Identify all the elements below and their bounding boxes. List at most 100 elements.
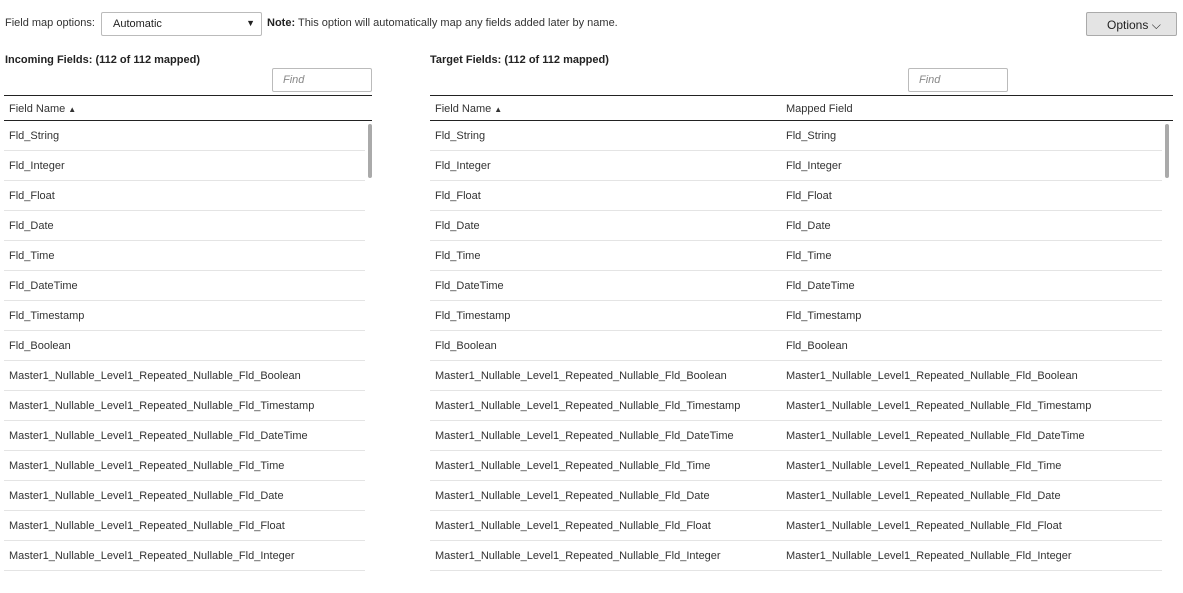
field-name: Master1_Nullable_Level1_Repeated_Nullabl… bbox=[9, 520, 285, 532]
mapped-field: Fld_Timestamp bbox=[786, 310, 862, 322]
field-name: Master1_Nullable_Level1_Repeated_Nullabl… bbox=[9, 550, 295, 562]
mapped-field: Fld_DateTime bbox=[786, 280, 855, 292]
sort-asc-icon: ▲ bbox=[68, 105, 77, 114]
field-name: Master1_Nullable_Level1_Repeated_Nullabl… bbox=[435, 430, 734, 442]
field-name: Fld_Date bbox=[435, 220, 480, 232]
mapped-field: Fld_Integer bbox=[786, 160, 842, 172]
mapped-field: Fld_Float bbox=[786, 190, 832, 202]
field-name: Master1_Nullable_Level1_Repeated_Nullabl… bbox=[435, 460, 711, 472]
target-rows: Fld_String Fld_String Fld_Integer Fld_Integ… bbox=[430, 121, 1162, 571]
table-row[interactable]: Master1_Nullable_Level1_Repeated_Nullabl… bbox=[430, 481, 1162, 511]
dropdown-arrow-icon: ▼ bbox=[246, 18, 255, 28]
table-header: Field Name ▲ bbox=[4, 96, 372, 121]
table-row[interactable]: Fld_Date bbox=[4, 211, 365, 241]
table-row[interactable]: Fld_Time Fld_Time bbox=[430, 241, 1162, 271]
scrollbar[interactable] bbox=[368, 124, 372, 178]
field-name: Fld_Time bbox=[9, 250, 55, 262]
note-body: This option will automatically map any f… bbox=[297, 17, 618, 29]
table-row[interactable]: Fld_Integer Fld_Integer bbox=[430, 151, 1162, 181]
table-row[interactable]: Master1_Nullable_Level1_Repeated_Nullabl… bbox=[4, 361, 365, 391]
table-row[interactable]: Master1_Nullable_Level1_Repeated_Nullabl… bbox=[430, 421, 1162, 451]
field-name: Fld_DateTime bbox=[435, 280, 504, 292]
field-map-options-label: Field map options: bbox=[5, 17, 95, 29]
table-row[interactable]: Master1_Nullable_Level1_Repeated_Nullabl… bbox=[430, 541, 1162, 571]
field-name: Master1_Nullable_Level1_Repeated_Nullabl… bbox=[435, 400, 741, 412]
table-row[interactable]: Fld_Float Fld_Float bbox=[430, 181, 1162, 211]
mapped-field: Fld_Boolean bbox=[786, 340, 848, 352]
table-row[interactable]: Master1_Nullable_Level1_Repeated_Nullabl… bbox=[430, 391, 1162, 421]
field-name: Fld_String bbox=[9, 130, 60, 142]
target-fields-table: Field Name ▲ Mapped Field Fld_String Fld_St… bbox=[430, 95, 1173, 571]
field-name: Fld_Integer bbox=[9, 160, 65, 172]
selected-value: Automatic bbox=[113, 18, 162, 30]
table-row[interactable]: Master1_Nullable_Level1_Repeated_Nullabl… bbox=[4, 391, 365, 421]
field-name: Master1_Nullable_Level1_Repeated_Nullabl… bbox=[9, 460, 285, 472]
table-row[interactable]: Master1_Nullable_Level1_Repeated_Nullabl… bbox=[430, 451, 1162, 481]
target-find-input[interactable]: Find bbox=[908, 68, 1008, 92]
mapped-field: Master1_Nullable_Level1_Repeated_Nullabl… bbox=[786, 370, 1078, 382]
table-row[interactable]: Fld_Float bbox=[4, 181, 365, 211]
field-name: Fld_Float bbox=[9, 190, 55, 202]
column-header-mapped-field[interactable]: Mapped Field bbox=[786, 103, 853, 115]
table-row[interactable]: Master1_Nullable_Level1_Repeated_Nullabl… bbox=[4, 481, 365, 511]
mapped-field: Master1_Nullable_Level1_Repeated_Nullabl… bbox=[786, 400, 1092, 412]
table-row[interactable]: Fld_String Fld_String bbox=[430, 121, 1162, 151]
field-name: Fld_Date bbox=[9, 220, 54, 232]
options-label: Options bbox=[1107, 18, 1149, 32]
incoming-fields-title: Incoming Fields: (112 of 112 mapped) bbox=[5, 54, 200, 66]
mapped-field: Fld_String bbox=[786, 130, 837, 142]
incoming-find-input[interactable]: Find bbox=[272, 68, 372, 92]
incoming-fields-table: Field Name ▲ Fld_String Fld_Integer Fld_Flo… bbox=[4, 95, 372, 571]
field-name: Fld_Boolean bbox=[9, 340, 71, 352]
field-name: Master1_Nullable_Level1_Repeated_Nullabl… bbox=[9, 490, 284, 502]
field-name: Fld_Integer bbox=[435, 160, 491, 172]
scrollbar[interactable] bbox=[1165, 124, 1169, 178]
table-row[interactable]: Fld_Time bbox=[4, 241, 365, 271]
note-label: Note: bbox=[267, 17, 296, 29]
field-name: Master1_Nullable_Level1_Repeated_Nullabl… bbox=[9, 400, 315, 412]
column-header-field-name[interactable]: Field Name ▲ bbox=[9, 103, 77, 115]
table-row[interactable]: Fld_DateTime bbox=[4, 271, 365, 301]
options-button[interactable]: Options ⌵ bbox=[1086, 12, 1177, 36]
field-name: Fld_Float bbox=[435, 190, 481, 202]
table-row[interactable]: Master1_Nullable_Level1_Repeated_Nullabl… bbox=[4, 421, 365, 451]
note-text: Note: This option will automatically map… bbox=[267, 17, 618, 29]
field-name: Master1_Nullable_Level1_Repeated_Nullabl… bbox=[9, 370, 301, 382]
table-row[interactable]: Fld_Boolean Fld_Boolean bbox=[430, 331, 1162, 361]
field-name: Master1_Nullable_Level1_Repeated_Nullabl… bbox=[435, 490, 710, 502]
field-name: Master1_Nullable_Level1_Repeated_Nullabl… bbox=[435, 370, 727, 382]
table-header: Field Name ▲ Mapped Field bbox=[430, 96, 1173, 121]
field-name: Fld_Timestamp bbox=[435, 310, 511, 322]
table-row[interactable]: Fld_Boolean bbox=[4, 331, 365, 361]
mapped-field: Master1_Nullable_Level1_Repeated_Nullabl… bbox=[786, 460, 1062, 472]
field-name: Master1_Nullable_Level1_Repeated_Nullabl… bbox=[435, 550, 721, 562]
table-row[interactable]: Fld_DateTime Fld_DateTime bbox=[430, 271, 1162, 301]
table-row[interactable]: Fld_Timestamp bbox=[4, 301, 365, 331]
table-row[interactable]: Fld_Date Fld_Date bbox=[430, 211, 1162, 241]
mapped-field: Fld_Date bbox=[786, 220, 831, 232]
table-row[interactable]: Master1_Nullable_Level1_Repeated_Nullabl… bbox=[4, 451, 365, 481]
target-fields-title: Target Fields: (112 of 112 mapped) bbox=[430, 54, 609, 66]
field-name: Fld_String bbox=[435, 130, 486, 142]
field-map-options-select[interactable]: Automatic ▼ bbox=[101, 12, 262, 36]
field-name: Fld_DateTime bbox=[9, 280, 78, 292]
mapped-field: Master1_Nullable_Level1_Repeated_Nullabl… bbox=[786, 550, 1072, 562]
table-row[interactable]: Master1_Nullable_Level1_Repeated_Nullabl… bbox=[4, 511, 365, 541]
column-header-field-name[interactable]: Field Name ▲ bbox=[435, 103, 503, 115]
field-name: Master1_Nullable_Level1_Repeated_Nullabl… bbox=[435, 520, 711, 532]
table-row[interactable]: Fld_String bbox=[4, 121, 365, 151]
table-row[interactable]: Fld_Timestamp Fld_Timestamp bbox=[430, 301, 1162, 331]
table-row[interactable]: Master1_Nullable_Level1_Repeated_Nullabl… bbox=[4, 541, 365, 571]
chevron-down-icon: ⌵ bbox=[1151, 18, 1161, 32]
field-name: Master1_Nullable_Level1_Repeated_Nullabl… bbox=[9, 430, 308, 442]
table-row[interactable]: Master1_Nullable_Level1_Repeated_Nullabl… bbox=[430, 511, 1162, 541]
mapped-field: Fld_Time bbox=[786, 250, 832, 262]
table-row[interactable]: Master1_Nullable_Level1_Repeated_Nullabl… bbox=[430, 361, 1162, 391]
field-name: Fld_Boolean bbox=[435, 340, 497, 352]
table-row[interactable]: Fld_Integer bbox=[4, 151, 365, 181]
mapped-field: Master1_Nullable_Level1_Repeated_Nullabl… bbox=[786, 490, 1061, 502]
incoming-rows: Fld_String Fld_Integer Fld_Float Fld_Date Fl… bbox=[4, 121, 365, 571]
sort-asc-icon: ▲ bbox=[494, 105, 503, 114]
mapped-field: Master1_Nullable_Level1_Repeated_Nullabl… bbox=[786, 520, 1062, 532]
field-name: Fld_Timestamp bbox=[9, 310, 85, 322]
